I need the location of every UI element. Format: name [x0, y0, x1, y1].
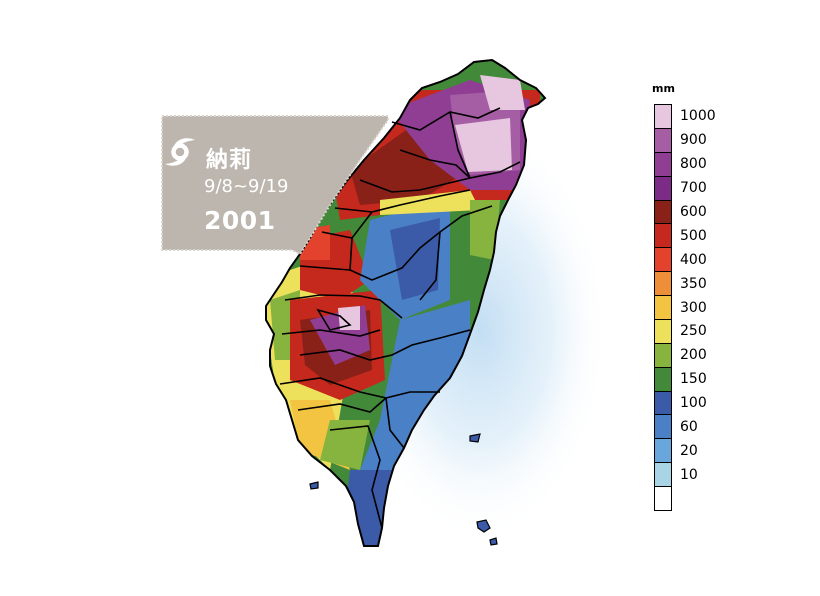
legend-label: 500	[680, 227, 707, 244]
legend-label: 100	[680, 395, 707, 412]
legend-label: 200	[680, 347, 707, 364]
small-islands	[309, 433, 498, 546]
legend-color-bar	[654, 104, 672, 511]
legend-label: 900	[680, 131, 707, 148]
legend-swatch	[655, 439, 671, 464]
legend-swatch	[655, 105, 671, 129]
legend-label: 700	[680, 179, 707, 196]
legend-swatch	[655, 319, 671, 344]
legend-label: 10	[680, 467, 698, 484]
legend-swatch	[655, 200, 671, 225]
legend-label: 300	[680, 299, 707, 316]
legend-swatch	[655, 487, 671, 510]
legend-label: 400	[680, 251, 707, 268]
legend-swatch	[655, 391, 671, 416]
legend-label: 150	[680, 371, 707, 388]
legend-swatch	[655, 176, 671, 201]
county-borders	[279, 107, 521, 529]
info-card-bg	[161, 115, 389, 256]
legend-swatch	[655, 463, 671, 487]
legend-swatch	[655, 272, 671, 296]
legend-unit: mm	[652, 82, 675, 95]
legend-label: 250	[680, 323, 707, 340]
legend-label: 20	[680, 443, 698, 460]
legend-swatch	[655, 296, 671, 320]
legend-swatch	[655, 415, 671, 440]
legend-swatch	[655, 367, 671, 392]
typhoon-dates: 9/8~9/19	[204, 176, 289, 197]
legend-swatch	[655, 152, 671, 177]
legend-label: 600	[680, 203, 707, 220]
typhoon-name: 納莉	[206, 148, 253, 173]
legend-swatch	[655, 224, 671, 249]
legend-label: 350	[680, 275, 707, 292]
legend-swatch	[655, 343, 671, 368]
typhoon-icon	[165, 138, 195, 166]
legend-label: 60	[680, 419, 698, 436]
legend-label: 800	[680, 155, 707, 172]
legend-swatch	[655, 248, 671, 273]
typhoon-year: 2001	[204, 206, 276, 235]
legend-label: 1000	[680, 107, 716, 124]
legend-swatch	[655, 128, 671, 153]
